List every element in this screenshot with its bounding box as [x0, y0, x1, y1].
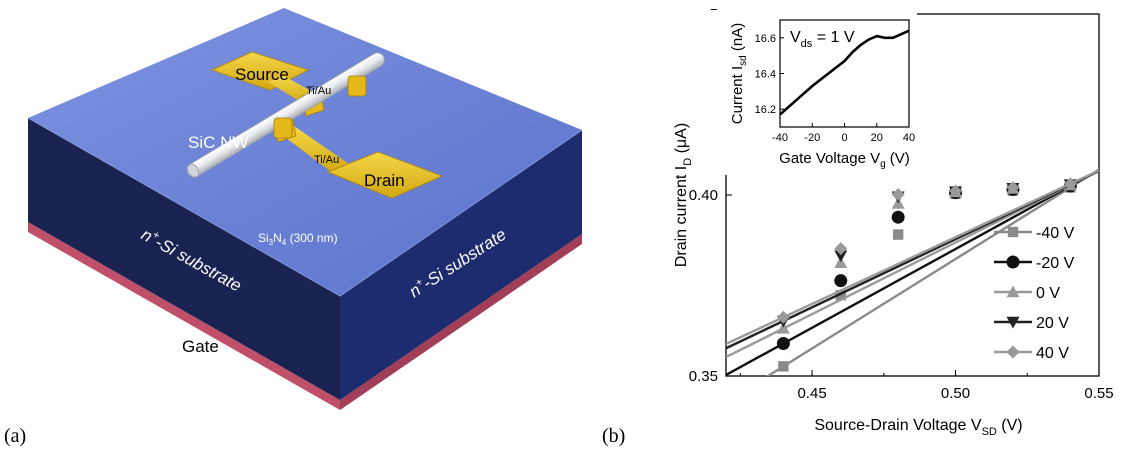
data-point [778, 361, 789, 372]
inset-x-tick-label: -40 [772, 132, 788, 144]
x-tick-label: 0.55 [1084, 385, 1113, 402]
legend-marker [1006, 316, 1020, 329]
inset-y-tick-label: 16.4 [755, 69, 776, 81]
data-point [1006, 181, 1020, 195]
inset-x-tick-label: 40 [903, 132, 915, 144]
data-point [892, 229, 904, 240]
drain-label: Drain [364, 171, 405, 190]
legend-marker [1006, 345, 1020, 359]
legend-label: 20 V [1036, 315, 1069, 332]
inset-x-tick-label: -20 [804, 132, 820, 144]
contact-label-top: Ti/Au [306, 85, 331, 97]
inset-y-tick-label: 16.6 [755, 33, 776, 45]
inset-plot-area: -40 -20 0 20 40 16.2 16.4 16.6 Vds = 1 V Gate Vol… [702, 10, 917, 175]
contact-left [273, 117, 293, 139]
inset-x-axis-label: Gate Voltage Vg (V) [779, 150, 910, 170]
panel-a-label: (a) [4, 425, 27, 447]
inset-series-line [779, 29, 910, 116]
data-point [834, 242, 848, 256]
contact-label-bottom: Ti/Au [314, 154, 339, 166]
drain-lead [278, 126, 352, 174]
x-tick-label: 0.45 [797, 385, 826, 402]
side-face [340, 130, 582, 400]
inset-y-tick-label: 16.2 [755, 104, 776, 116]
legend-marker [1007, 226, 1019, 238]
main-plot-area: 0.450.500.550.350.405Source-Drain Voltag… [673, 6, 1114, 438]
x-tick-label: 0.50 [941, 385, 970, 402]
y-tick-label: 0.40 [689, 187, 718, 204]
legend-label: -40 V [1036, 225, 1075, 242]
data-point [834, 250, 848, 263]
source-label: Source [235, 65, 289, 84]
x-axis-label: Source-Drain Voltage VSD (V) [814, 417, 1022, 438]
legend-label: 0 V [1036, 285, 1060, 302]
data-point [1063, 177, 1077, 191]
inset-y-axis-label: Current Isd (nA) [729, 23, 749, 124]
device-schematic: Source Ti/Au SiC NW Ti/Au Drain Si3N4 (3… [27, 8, 583, 410]
legend-label: 40 V [1036, 345, 1069, 362]
gate-label: Gate [182, 337, 219, 356]
data-point [834, 274, 848, 288]
legend-label: -20 V [1036, 255, 1075, 272]
data-point [835, 289, 846, 301]
front-face [28, 118, 340, 400]
drain-electrode [326, 151, 444, 199]
data-point [891, 210, 905, 224]
inset-x-tick-label: 0 [841, 132, 847, 144]
data-point [776, 310, 790, 324]
data-point [776, 321, 790, 334]
data-point [949, 184, 963, 198]
iv-plot: 0.450.500.550.350.405Source-Drain Voltag… [673, 6, 1114, 438]
y-axis-label: Drain current ID (μA) [673, 123, 694, 267]
legend: -40 V -20 V 0 V 20 V 40 V [994, 225, 1075, 362]
legend-marker [1006, 285, 1020, 298]
y-tick-label: 0.35 [689, 368, 718, 385]
contact-right [347, 75, 367, 97]
legend-marker [1006, 255, 1020, 269]
gate-layer-front [28, 222, 340, 410]
data-point [776, 336, 790, 350]
data-point [891, 188, 905, 202]
inset-x-tick-label: 20 [871, 132, 883, 144]
panel-b-label: (b) [602, 425, 626, 447]
inset-annotation: Vds = 1 V [790, 29, 855, 50]
dielectric-label: Si3N4 (300 nm) [258, 231, 338, 247]
gate-layer-side [340, 234, 582, 410]
nanowire-label: SiC NW [188, 133, 248, 152]
series-4 [726, 169, 1099, 346]
